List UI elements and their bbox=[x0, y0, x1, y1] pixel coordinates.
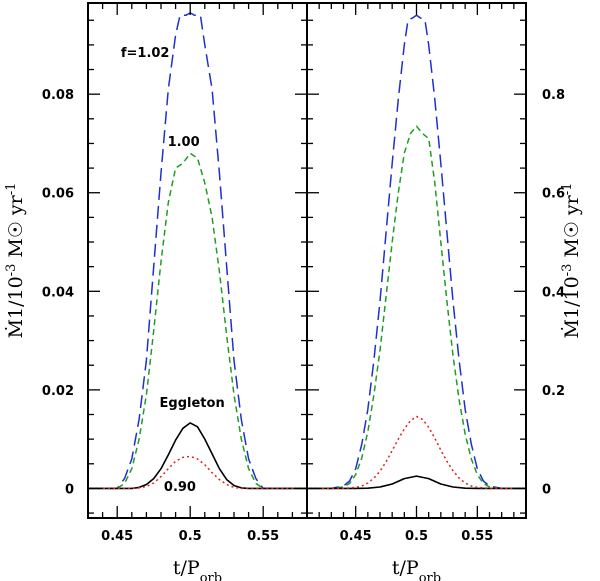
left-curve-annotation: f=1.02 bbox=[121, 46, 170, 61]
right-y-tick-label: 0.2 bbox=[542, 384, 565, 399]
right-x-axis-label: t/Porb bbox=[392, 557, 441, 581]
left-y-tick-label: 0.04 bbox=[42, 285, 74, 300]
left-curve-annotation: 1.00 bbox=[168, 135, 200, 150]
left-x-tick-label: 0.55 bbox=[247, 529, 279, 544]
left-y-axis-label: Ṁ1/10-3 M☉ yr-1 bbox=[4, 183, 28, 339]
left-series-line-1-00 bbox=[88, 152, 307, 490]
left-panel: 0.45 0.5 0.55 0 0.02 0.04 0.06 0.08 t/Porb Ṁ1/10-… bbox=[4, 2, 308, 581]
right-series-line-eggleton bbox=[307, 475, 526, 490]
left-x-tick-label: 0.45 bbox=[101, 529, 133, 544]
right-y-tick-label: 0.8 bbox=[542, 88, 565, 103]
right-y-tick-label: 0.4 bbox=[542, 285, 565, 300]
right-x-tick-label: 0.55 bbox=[461, 529, 493, 544]
right-y-tick-label: 0 bbox=[542, 482, 551, 497]
left-series-line-f-1-02 bbox=[88, 12, 307, 490]
left-x-axis-label: t/Porb bbox=[173, 557, 222, 581]
right-plot-frame bbox=[306, 2, 527, 519]
right-x-tick-label: 0.45 bbox=[340, 529, 372, 544]
left-x-tick-label: 0.5 bbox=[179, 529, 202, 544]
right-series-line-1-00 bbox=[307, 125, 526, 490]
left-series-group bbox=[88, 12, 307, 490]
right-panel: 0.45 0.5 0.55 0 0.2 0.4 0.6 0.8 t/Porb Ṁ1/10-3 M☉… bbox=[306, 2, 584, 581]
right-x-tick-label: 0.5 bbox=[405, 529, 428, 544]
left-curve-annotation: Eggleton bbox=[160, 396, 225, 411]
left-curve-annotation: 0.90 bbox=[164, 480, 196, 495]
left-y-tick-label: 0.08 bbox=[42, 88, 74, 103]
right-series-group bbox=[307, 14, 526, 490]
left-y-tick-label: 0 bbox=[65, 482, 74, 497]
right-y-tick-label: 0.6 bbox=[542, 187, 565, 202]
left-series-line-eggleton bbox=[88, 422, 307, 490]
right-series-line-f-1-02 bbox=[307, 14, 526, 490]
left-y-tick-label: 0.02 bbox=[42, 384, 74, 399]
right-series-line-0-90 bbox=[307, 415, 526, 490]
left-y-tick-label: 0.06 bbox=[42, 187, 74, 202]
left-series-line-0-90 bbox=[88, 455, 307, 490]
left-plot-frame bbox=[87, 2, 308, 519]
right-y-axis-label: Ṁ1/10-3 M☉ yr-1 bbox=[560, 183, 584, 339]
